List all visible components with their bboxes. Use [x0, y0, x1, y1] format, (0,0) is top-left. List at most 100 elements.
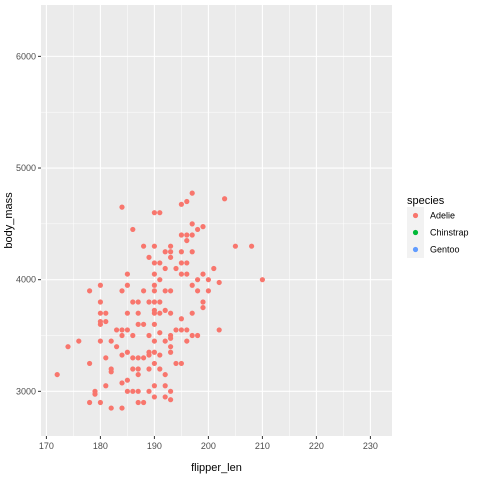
panel-background	[41, 5, 392, 436]
data-point-adelie	[173, 265, 179, 272]
data-point-adelie	[151, 260, 157, 266]
data-point-adelie	[195, 288, 201, 294]
y-axis-ticks: 3000 4000 5000 6000	[16, 51, 41, 396]
data-point-adelie	[135, 310, 141, 316]
data-point-adelie	[135, 355, 141, 361]
data-point-adelie	[87, 399, 93, 406]
data-point-adelie	[232, 243, 238, 249]
data-point-adelie	[189, 249, 195, 255]
data-point-adelie	[168, 388, 174, 394]
data-point-adelie	[141, 355, 147, 361]
data-point-adelie	[211, 265, 217, 272]
y-tick-label: 6000	[16, 51, 36, 61]
data-point-adelie	[157, 260, 163, 266]
legend-label-chinstrap: Chinstrap	[430, 228, 469, 238]
data-point-adelie	[108, 405, 114, 411]
data-point-adelie	[141, 321, 147, 327]
data-point-adelie	[141, 243, 147, 249]
data-point-adelie	[157, 277, 163, 283]
data-point-adelie	[162, 338, 168, 344]
data-point-adelie	[130, 355, 136, 361]
data-point-adelie	[124, 388, 130, 394]
data-point-adelie	[189, 282, 195, 288]
data-point-adelie	[151, 288, 157, 294]
data-point-adelie	[184, 198, 190, 205]
data-point-adelie	[168, 397, 174, 403]
data-point-adelie	[151, 338, 157, 344]
data-point-adelie	[108, 366, 114, 372]
data-point-adelie	[173, 360, 179, 367]
data-point-adelie	[119, 332, 125, 339]
data-point-adelie	[76, 338, 82, 344]
data-point-adelie	[173, 327, 179, 333]
data-point-adelie	[157, 352, 163, 358]
data-point-adelie	[151, 321, 157, 327]
data-point-adelie	[130, 388, 136, 394]
data-point-adelie	[189, 221, 195, 227]
data-point-adelie	[119, 380, 125, 386]
data-point-adelie	[146, 366, 152, 372]
data-point-adelie	[151, 210, 157, 216]
data-point-adelie	[130, 299, 136, 305]
data-point-adelie	[200, 304, 206, 311]
data-points	[54, 190, 265, 411]
legend-key-adelie	[412, 212, 419, 219]
x-axis-ticks: 170 180 190 200 210 220 230	[39, 436, 378, 451]
data-point-adelie	[151, 349, 157, 355]
x-tick-label: 220	[309, 441, 324, 451]
data-point-adelie	[124, 349, 130, 355]
data-point-adelie	[135, 299, 141, 305]
legend-label-gentoo: Gentoo	[430, 245, 460, 255]
minor-gridlines	[41, 5, 392, 436]
data-point-adelie	[157, 366, 163, 372]
data-point-adelie	[162, 394, 168, 400]
data-point-adelie	[162, 371, 168, 378]
data-point-adelie	[216, 279, 222, 286]
x-tick-label: 180	[93, 441, 108, 451]
major-gridlines	[41, 5, 392, 436]
data-point-adelie	[97, 310, 103, 316]
data-point-adelie	[162, 307, 168, 313]
data-point-adelie	[135, 371, 141, 378]
data-point-adelie	[87, 288, 93, 294]
data-point-adelie	[97, 338, 103, 344]
data-point-adelie	[146, 254, 152, 260]
data-point-adelie	[65, 344, 71, 350]
data-point-adelie	[135, 366, 141, 372]
data-point-adelie	[108, 338, 114, 344]
data-point-adelie	[168, 344, 174, 350]
data-point-adelie	[151, 271, 157, 277]
data-point-adelie	[103, 310, 109, 316]
data-point-adelie	[162, 288, 168, 294]
data-point-adelie	[151, 282, 157, 288]
data-point-adelie	[135, 399, 141, 406]
data-point-adelie	[124, 327, 130, 333]
data-point-adelie	[119, 352, 125, 358]
data-point-adelie	[141, 288, 147, 294]
data-point-adelie	[124, 282, 130, 288]
data-point-adelie	[205, 288, 211, 294]
legend-key-chinstrap	[412, 229, 419, 236]
data-point-adelie	[168, 310, 174, 316]
data-point-adelie	[195, 332, 201, 339]
data-point-adelie	[97, 299, 103, 305]
x-tick-label: 210	[255, 441, 270, 451]
data-point-adelie	[189, 190, 195, 196]
x-tick-label: 230	[363, 441, 378, 451]
data-point-adelie	[178, 201, 184, 207]
data-point-adelie	[151, 394, 157, 400]
x-tick-label: 200	[201, 441, 216, 451]
data-point-adelie	[146, 299, 152, 305]
legend-label-adelie: Adelie	[430, 211, 455, 221]
data-point-adelie	[178, 360, 184, 367]
data-point-adelie	[54, 371, 60, 378]
data-point-adelie	[162, 265, 168, 272]
data-point-adelie	[119, 327, 125, 333]
data-point-adelie	[135, 388, 141, 394]
y-tick-label: 4000	[16, 275, 36, 285]
data-point-adelie	[135, 321, 141, 327]
y-tick-label: 5000	[16, 163, 36, 173]
legend-key-gentoo	[412, 246, 419, 253]
data-point-adelie	[146, 388, 152, 394]
data-point-adelie	[162, 249, 168, 255]
